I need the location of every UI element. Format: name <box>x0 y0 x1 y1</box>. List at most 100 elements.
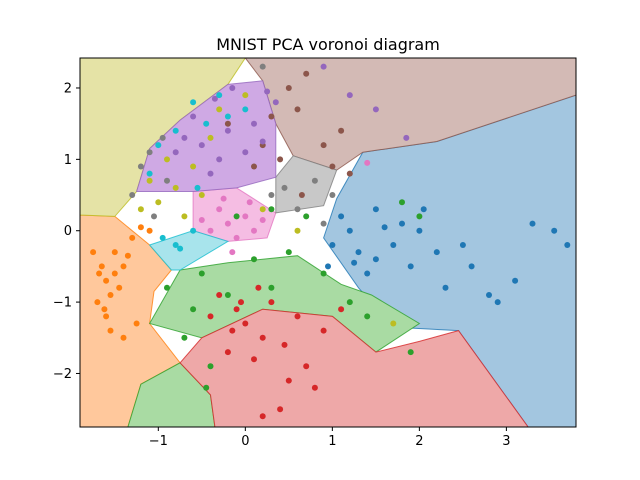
data-point-class-4 <box>198 192 205 198</box>
data-point-class-1 <box>103 277 110 284</box>
data-point-class-4 <box>294 227 301 234</box>
data-point-class-0 <box>372 206 379 213</box>
data-point-class-6 <box>220 195 227 202</box>
data-point-class-0 <box>407 263 414 270</box>
data-point-class-1 <box>98 263 105 270</box>
data-point-class-2 <box>320 270 327 277</box>
data-point-class-2 <box>268 284 275 291</box>
data-point-class-3 <box>216 292 223 298</box>
data-point-class-0 <box>486 292 492 298</box>
data-point-class-4 <box>181 213 188 220</box>
data-point-class-0 <box>468 263 475 270</box>
data-point-class-2 <box>207 363 214 370</box>
data-point-class-3 <box>259 413 266 420</box>
data-point-class-0 <box>529 220 536 227</box>
plot-area <box>80 58 576 427</box>
data-point-class-8 <box>198 142 205 149</box>
data-point-class-4 <box>207 134 214 141</box>
y-tick-label: −2 <box>53 367 72 382</box>
data-point-class-1 <box>146 227 153 234</box>
y-axis: −2 −1 0 1 2 <box>53 81 80 382</box>
data-point-class-8 <box>242 149 249 156</box>
data-point-class-4 <box>216 106 223 113</box>
data-point-class-0 <box>459 242 466 248</box>
data-point-class-4 <box>155 199 162 206</box>
data-point-class-7 <box>146 149 153 156</box>
data-point-class-4 <box>259 206 266 213</box>
data-point-class-8 <box>346 92 353 99</box>
data-point-class-1 <box>96 270 103 277</box>
data-point-class-3 <box>320 327 327 334</box>
data-point-class-2 <box>303 213 310 220</box>
data-point-class-2 <box>203 384 210 391</box>
data-point-class-8 <box>181 134 188 141</box>
data-point-class-1 <box>107 292 114 298</box>
data-point-class-8 <box>251 120 257 127</box>
data-point-class-0 <box>364 270 371 277</box>
data-point-class-1 <box>120 334 127 341</box>
data-point-class-8 <box>216 156 223 163</box>
data-point-class-7 <box>311 177 318 184</box>
data-point-class-3 <box>338 306 345 313</box>
x-tick-label: 3 <box>502 434 510 449</box>
data-point-class-9 <box>172 242 179 248</box>
plot-frame <box>79 57 577 428</box>
data-points <box>90 63 571 420</box>
data-point-class-0 <box>442 284 449 291</box>
data-point-class-2 <box>224 292 231 298</box>
data-point-class-7 <box>320 220 327 227</box>
data-point-class-8 <box>224 127 231 134</box>
data-point-class-1 <box>133 320 140 327</box>
data-point-class-0 <box>512 277 519 284</box>
voronoi-region-class-7 <box>275 155 338 214</box>
data-point-class-6 <box>229 249 236 256</box>
data-point-class-9 <box>216 92 223 99</box>
data-point-class-6 <box>233 234 240 241</box>
data-point-class-2 <box>346 299 353 306</box>
data-point-class-0 <box>433 249 440 256</box>
data-point-class-1 <box>90 249 97 256</box>
x-tick-label: 0 <box>241 434 249 449</box>
x-tick-label: 1 <box>328 434 336 449</box>
y-tick-label: 2 <box>64 81 72 96</box>
data-point-class-1 <box>129 234 136 241</box>
data-point-class-4 <box>190 163 197 170</box>
data-point-class-3 <box>255 284 262 291</box>
data-point-class-1 <box>124 252 131 259</box>
data-point-class-1 <box>111 249 118 256</box>
data-point-class-8 <box>229 85 236 91</box>
data-point-class-2 <box>251 256 257 263</box>
data-point-class-0 <box>372 256 379 263</box>
data-point-class-0 <box>399 220 405 227</box>
data-point-class-3 <box>229 327 236 334</box>
data-point-class-2 <box>416 213 423 220</box>
data-point-class-9 <box>159 234 166 241</box>
data-point-class-7 <box>294 206 301 213</box>
data-point-class-9 <box>155 142 162 149</box>
data-point-class-5 <box>329 163 336 170</box>
data-point-class-0 <box>420 206 427 213</box>
data-point-class-1 <box>116 284 123 291</box>
x-tick-label: 2 <box>415 434 423 449</box>
data-point-class-9 <box>194 184 201 191</box>
data-point-class-7 <box>268 192 275 198</box>
data-point-class-5 <box>346 170 353 177</box>
data-point-class-0 <box>416 227 423 234</box>
y-tick-label: 1 <box>64 153 72 168</box>
x-axis: −1 0 1 2 3 <box>149 427 511 449</box>
data-point-class-8 <box>372 106 379 113</box>
data-point-class-0 <box>390 242 397 248</box>
data-point-class-9 <box>146 170 153 177</box>
data-point-class-2 <box>407 349 414 356</box>
data-point-class-3 <box>233 306 240 313</box>
data-point-class-2 <box>190 306 197 313</box>
data-point-class-9 <box>224 113 231 120</box>
y-tick-label: −1 <box>53 296 72 311</box>
data-point-class-2 <box>198 270 205 277</box>
voronoi-region-class-8 <box>135 80 277 192</box>
data-point-class-1 <box>137 224 144 231</box>
data-point-class-0 <box>551 227 558 234</box>
data-point-class-9 <box>177 245 184 252</box>
data-point-class-7 <box>281 184 288 191</box>
data-point-class-5 <box>303 70 310 77</box>
